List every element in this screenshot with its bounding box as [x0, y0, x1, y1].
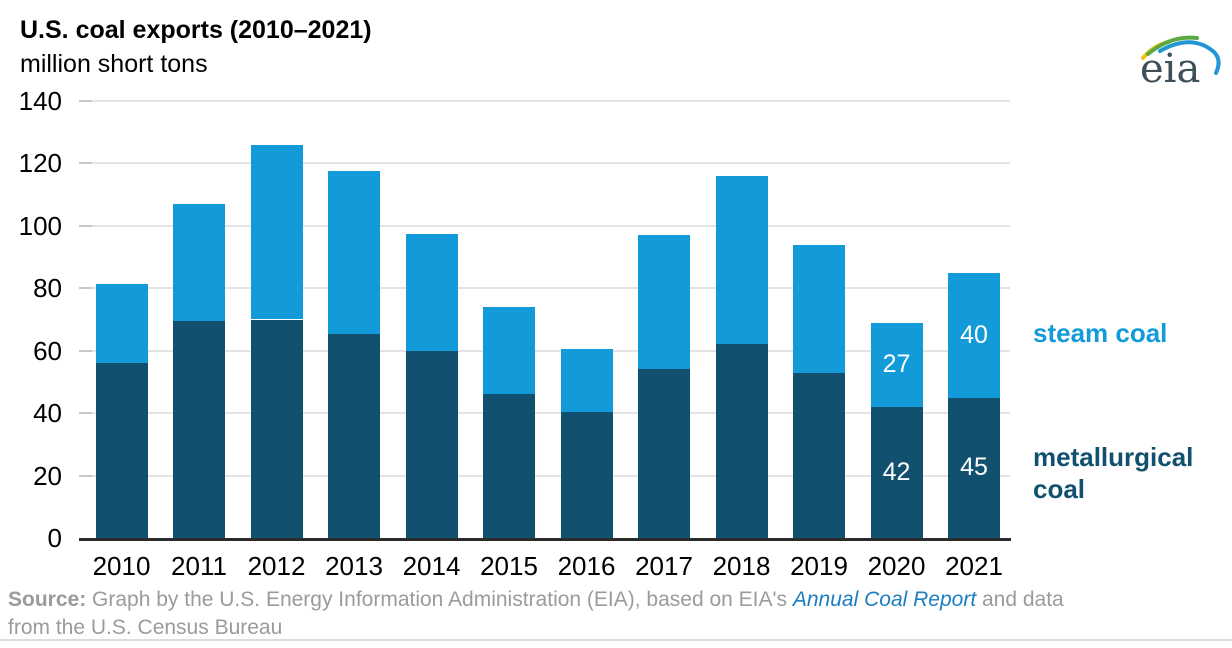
gridline-140 — [92, 100, 1010, 102]
x-axis-label-2012: 2012 — [247, 551, 306, 581]
annual-coal-report-link[interactable]: Annual Coal Report — [792, 588, 977, 611]
legend-steam-coal: steam coal — [1033, 318, 1168, 348]
gridline-20 — [92, 474, 1010, 477]
y-tick-80 — [79, 287, 92, 290]
y-tick-20 — [79, 474, 92, 477]
chart-units-label: million short tons — [20, 50, 208, 78]
x-axis-label-2017: 2017 — [635, 551, 693, 581]
y-tick-60 — [79, 349, 92, 352]
x-axis-label-2011: 2011 — [171, 551, 227, 581]
bar-segment-metallurgical-2017 — [638, 369, 690, 538]
x-axis-label-2021: 2021 — [945, 551, 1003, 581]
bar-segment-steam-2010 — [95, 283, 148, 364]
bar-value-label-2020-steam: 27 — [882, 350, 911, 379]
logo-green-arc — [1146, 35, 1199, 56]
x-axis-label-2020: 2020 — [867, 551, 926, 581]
chart-title: U.S. coal exports (2010–2021) — [20, 16, 372, 44]
y-axis-label-40: 40 — [33, 398, 62, 429]
bar-value-label-2021-metallurgical: 45 — [960, 453, 988, 482]
bar-segment-metallurgical-2020: 42 — [870, 406, 923, 538]
bar-segment-metallurgical-2019 — [793, 372, 845, 538]
x-axis-label-2013: 2013 — [325, 551, 383, 581]
bar-value-label-2021-steam: 40 — [960, 320, 988, 349]
x-axis-line — [79, 538, 1011, 541]
source-text-3: and data — [976, 588, 1064, 611]
bar-value-label-2020-metallurgical: 42 — [882, 457, 911, 486]
gridline-100 — [92, 224, 1010, 227]
x-axis-label-2018: 2018 — [712, 551, 771, 581]
y-axis-label-20: 20 — [33, 460, 62, 491]
bar-segment-metallurgical-2021: 45 — [948, 397, 1000, 538]
x-axis-label-2010: 2010 — [92, 551, 151, 581]
bar-segment-metallurgical-2012 — [250, 319, 303, 538]
source-note: Source: Graph by the U.S. Energy Informa… — [8, 586, 1198, 642]
y-axis-label-0: 0 — [47, 523, 62, 553]
bar-segment-metallurgical-2016 — [560, 411, 613, 538]
bar-segment-steam-2012 — [250, 144, 303, 320]
x-axis-label-2016: 2016 — [557, 551, 616, 581]
bar-segment-metallurgical-2015 — [483, 394, 535, 538]
gridline-120 — [92, 162, 1010, 165]
logo-blue-arc — [1158, 40, 1221, 75]
bar-segment-metallurgical-2014 — [405, 350, 458, 538]
y-axis-label-140: 140 — [18, 86, 62, 116]
y-axis-label-100: 100 — [18, 210, 62, 241]
y-tick-100 — [79, 224, 92, 227]
source-text-1: Graph by the U.S. Energy Information Adm… — [86, 588, 793, 611]
bar-segment-steam-2015 — [483, 307, 535, 395]
legend-metallurgical-coal: metallurgical coal — [1033, 442, 1194, 504]
bar-segment-steam-2011 — [173, 204, 225, 322]
gridline-80 — [92, 287, 1010, 290]
y-axis-label-60: 60 — [33, 335, 62, 366]
x-axis-label-2015: 2015 — [480, 551, 538, 581]
logo-text: eia — [1140, 46, 1200, 90]
bar-segment-metallurgical-2018 — [715, 344, 768, 538]
bar-segment-steam-2017 — [638, 235, 690, 370]
y-axis-label-80: 80 — [33, 273, 62, 304]
source-text-4: from the U.S. Census Bureau — [8, 616, 283, 639]
bar-segment-steam-2016 — [560, 349, 613, 412]
source-prefix: Source: — [8, 588, 87, 611]
bar-segment-steam-2019 — [793, 244, 845, 373]
bar-segment-steam-2020: 27 — [870, 322, 923, 407]
bar-segment-metallurgical-2011 — [173, 321, 225, 538]
bar-segment-steam-2021: 40 — [948, 272, 1000, 398]
y-tick-120 — [79, 162, 92, 165]
gridline-40 — [92, 412, 1010, 415]
y-tick-140 — [79, 100, 92, 102]
footer-divider — [0, 639, 1232, 641]
x-axis-label-2014: 2014 — [402, 551, 461, 581]
x-axis-label-2019: 2019 — [790, 551, 848, 581]
bar-segment-steam-2013 — [328, 171, 380, 334]
gridline-60 — [92, 349, 1010, 352]
bar-segment-steam-2018 — [715, 175, 768, 345]
bar-segment-steam-2014 — [405, 233, 458, 351]
eia-logo: eia — [1140, 35, 1221, 90]
y-tick-40 — [79, 412, 92, 415]
bar-segment-metallurgical-2010 — [95, 363, 148, 538]
y-axis-label-120: 120 — [18, 148, 62, 179]
bar-segment-metallurgical-2013 — [328, 333, 380, 538]
